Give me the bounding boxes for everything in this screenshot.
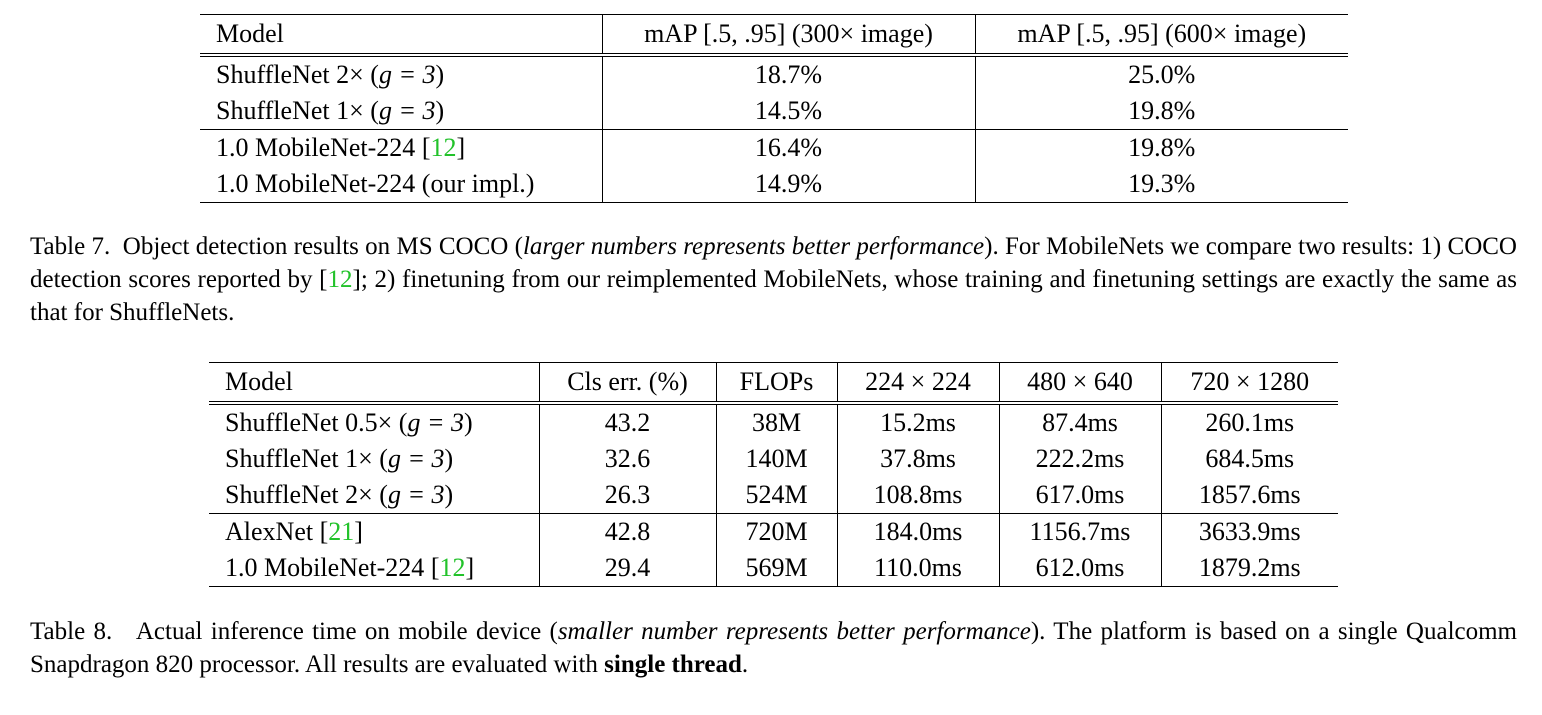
caption-emphasis: smaller number represents better perform… <box>557 618 1031 645</box>
model-cell: ShuffleNet 1× (g = 3) <box>200 93 603 130</box>
column-header-map-300: mAP [.5, .95] (300× image) <box>602 14 976 57</box>
map-300-cell: 16.4% <box>602 129 976 166</box>
time-720-cell: 684.5ms <box>1205 444 1295 473</box>
citation-link[interactable]: 21 <box>328 517 355 546</box>
cls-err-cell: 29.4 <box>539 550 717 587</box>
caption-label: Table 7. <box>30 233 111 260</box>
column-header-flops: FLOPs <box>716 362 838 405</box>
time-224-cell: 37.8ms <box>837 441 1000 477</box>
column-header-cls-err: Cls err. (%) <box>539 362 717 405</box>
model-cell: 1.0 MobileNet-224 [12] <box>209 550 540 587</box>
model-cell: AlexNet [21] <box>209 513 540 550</box>
map-300-cell: 18.7% <box>602 55 976 93</box>
table-row: ShuffleNet 1× (g = 3) 14.5% 19.8% <box>200 93 1348 130</box>
citation-link[interactable]: 12 <box>430 133 457 162</box>
time-224-cell: 110.0ms <box>837 550 1000 587</box>
time-480-cell: 222.2ms <box>999 441 1162 477</box>
group-setting: g = 3 <box>387 444 445 473</box>
table-row: ShuffleNet 2× (g = 3) 18.7% 25.0% <box>200 55 1348 93</box>
time-224-cell: 108.8ms <box>837 477 1000 514</box>
table-row: ShuffleNet 1× (g = 3) 32.6 140M 37.8ms 2… <box>209 441 1338 477</box>
group-setting: g = 3 <box>378 96 436 125</box>
cls-err-cell: 43.2 <box>539 403 717 441</box>
time-720-cell: 1879.2ms <box>1161 550 1338 587</box>
model-cell: ShuffleNet 2× (g = 3) <box>200 55 603 93</box>
model-name: 1.0 MobileNet-224 <box>225 553 425 582</box>
caption-text: ). For MobileNets we compare two results… <box>30 233 1517 293</box>
table-row: 1.0 MobileNet-224 [12] 29.4 569M 110.0ms… <box>209 550 1338 587</box>
time-480-cell: 612.0ms <box>999 550 1162 587</box>
time-480-cell: 617.0ms <box>999 477 1162 514</box>
map-600-cell: 19.8% <box>1128 96 1196 125</box>
column-header-map-600: mAP [.5, .95] (600× image) <box>975 14 1348 57</box>
model-cell: ShuffleNet 1× (g = 3) <box>209 441 540 477</box>
flops-cell: 140M <box>716 441 838 477</box>
model-name: 1.0 MobileNet-224 <box>216 133 416 162</box>
citation-link[interactable]: 12 <box>439 553 466 582</box>
time-720-cell: 3633.9ms <box>1161 513 1338 550</box>
table-8: Model Cls err. (%) FLOPs 224 × 224 480 ×… <box>209 362 1338 587</box>
caption-label: Table 8. <box>30 618 113 645</box>
time-224-cell: 184.0ms <box>837 513 1000 550</box>
model-name: ShuffleNet 1× <box>225 444 373 473</box>
model-name: ShuffleNet 2× <box>225 480 373 509</box>
model-cell: 1.0 MobileNet-224 (our impl.) <box>200 166 603 203</box>
model-name: AlexNet <box>225 517 314 546</box>
table-row: AlexNet [21] 42.8 720M 184.0ms 1156.7ms … <box>209 513 1338 550</box>
table-row: 1.0 MobileNet-224 [12] 16.4% 19.8% <box>200 129 1348 166</box>
table-row: ShuffleNet 2× (g = 3) 26.3 524M 108.8ms … <box>209 477 1338 514</box>
cls-err-cell: 26.3 <box>539 477 717 514</box>
caption-text: Actual inference time on mobile device ( <box>135 618 558 645</box>
time-720-cell: 1857.6ms <box>1198 480 1301 509</box>
table-7-caption: Table 7. Object detection results on MS … <box>30 230 1517 329</box>
cls-err-cell: 42.8 <box>539 513 717 550</box>
flops-cell: 524M <box>716 477 838 514</box>
map-600-cell: 25.0% <box>1128 60 1196 89</box>
citation-link[interactable]: 12 <box>327 266 353 293</box>
map-600-cell: 19.3% <box>975 166 1348 203</box>
column-header-224: 224 × 224 <box>837 362 1000 405</box>
group-setting: g = 3 <box>387 480 445 509</box>
cls-err-cell: 32.6 <box>539 441 717 477</box>
time-720-cell: 260.1ms <box>1205 408 1295 437</box>
caption-text: ). The platform is based on a single Qua… <box>30 618 1518 678</box>
map-600-cell: 19.8% <box>975 129 1348 166</box>
column-header-model: Model <box>209 362 540 405</box>
column-header-480: 480 × 640 <box>999 362 1162 405</box>
column-header-720: 720 × 1280 <box>1161 362 1338 405</box>
table-7: Model mAP [.5, .95] (300× image) mAP [.5… <box>200 14 1348 203</box>
column-header-model: Model <box>200 14 603 57</box>
map-300-cell: 14.9% <box>602 166 976 203</box>
table-8-caption: Table 8. Actual inference time on mobile… <box>30 615 1517 681</box>
time-480-cell: 87.4ms <box>999 403 1162 441</box>
model-name: ShuffleNet 0.5× <box>225 408 393 437</box>
table-row: 1.0 MobileNet-224 (our impl.) 14.9% 19.3… <box>200 166 1348 203</box>
model-name: ShuffleNet 2× <box>216 60 364 89</box>
flops-cell: 38M <box>716 403 838 441</box>
flops-cell: 720M <box>716 513 838 550</box>
time-224-cell: 15.2ms <box>837 403 1000 441</box>
group-setting: g = 3 <box>378 60 436 89</box>
table-8-header-row: Model Cls err. (%) FLOPs 224 × 224 480 ×… <box>209 362 1338 405</box>
model-cell: 1.0 MobileNet-224 [12] <box>200 129 603 166</box>
caption-emphasis: larger numbers represents better perform… <box>522 233 985 260</box>
flops-cell: 569M <box>716 550 838 587</box>
time-480-cell: 1156.7ms <box>999 513 1162 550</box>
caption-bold: single thread <box>604 651 742 678</box>
map-300-cell: 14.5% <box>602 93 976 130</box>
model-name: ShuffleNet 1× <box>216 96 364 125</box>
caption-text: . <box>741 651 749 678</box>
table-7-header-row: Model mAP [.5, .95] (300× image) mAP [.5… <box>200 14 1348 57</box>
model-cell: ShuffleNet 2× (g = 3) <box>209 477 540 514</box>
caption-text: Object detection results on MS COCO ( <box>122 233 523 260</box>
table-row: ShuffleNet 0.5× (g = 3) 43.2 38M 15.2ms … <box>209 403 1338 441</box>
caption-text: ]; 2) finetuning from our reimplemented … <box>30 266 1518 326</box>
model-cell: ShuffleNet 0.5× (g = 3) <box>209 403 540 441</box>
group-setting: g = 3 <box>407 408 464 437</box>
